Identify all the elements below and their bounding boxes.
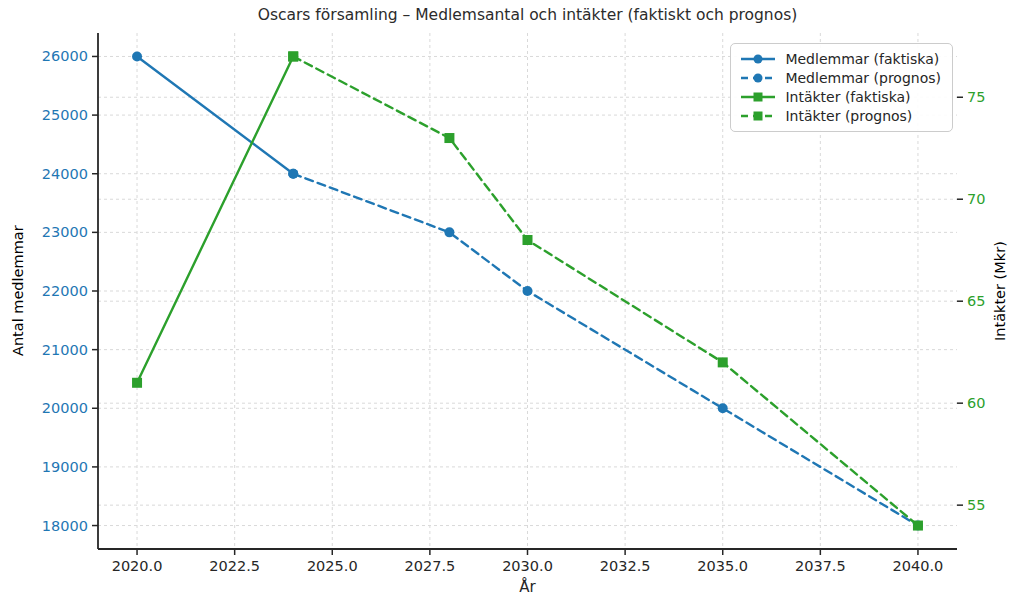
y-tick-label-left: 21000 xyxy=(42,342,88,358)
circle-marker-icon xyxy=(754,55,763,64)
x-tick-label: 2022.5 xyxy=(209,558,260,574)
y-tick-label-left: 20000 xyxy=(42,400,88,416)
x-tick-label: 2020.0 xyxy=(112,558,163,574)
x-tick-label: 2040.0 xyxy=(893,558,944,574)
legend-sample-dashed-line-icon xyxy=(740,108,776,124)
legend-entry-label: Medlemmar (faktiska) xyxy=(785,51,939,67)
x-axis-label: År xyxy=(98,578,957,596)
legend-sample-dashed-line-icon xyxy=(740,70,776,86)
chart-title: Oscars församling – Medlemsantal och int… xyxy=(98,6,957,24)
data-point-marker xyxy=(523,235,533,245)
data-point-marker xyxy=(913,521,923,531)
x-tick-label: 2035.0 xyxy=(697,558,748,574)
y-tick-label-right: 70 xyxy=(967,191,985,207)
legend-entry: Medlemmar (prognos) xyxy=(740,70,941,86)
legend-sample-solid-line-icon xyxy=(740,51,776,67)
legend-entry-label: Medlemmar (prognos) xyxy=(785,70,941,86)
data-point-marker xyxy=(132,378,142,388)
square-marker-icon xyxy=(754,112,763,121)
y-tick-label-left: 19000 xyxy=(42,459,88,475)
x-tick-label: 2030.0 xyxy=(502,558,553,574)
series-line-faktiska xyxy=(137,56,293,382)
x-tick-label: 2037.5 xyxy=(795,558,846,574)
data-point-marker xyxy=(288,169,298,179)
y-tick-label-left: 22000 xyxy=(42,283,88,299)
x-tick-label: 2032.5 xyxy=(600,558,651,574)
legend-entry: Intäkter (prognos) xyxy=(740,108,941,124)
data-point-marker xyxy=(523,286,533,296)
legend: Medlemmar (faktiska) Medlemmar (prognos) I… xyxy=(730,43,953,132)
legend-entry: Intäkter (faktiska) xyxy=(740,89,941,105)
y-axis-label-left: Antal medlemmar xyxy=(8,33,28,549)
data-point-marker xyxy=(718,403,728,413)
circle-marker-icon xyxy=(754,74,763,83)
y-axis-label-right: Intäkter (Mkr) xyxy=(990,33,1010,549)
y-tick-label-left: 24000 xyxy=(42,166,88,182)
y-tick-label-left: 18000 xyxy=(42,518,88,534)
square-marker-icon xyxy=(754,93,763,102)
legend-entry-label: Intäkter (prognos) xyxy=(785,108,912,124)
legend-entry: Medlemmar (faktiska) xyxy=(740,51,941,67)
y-tick-label-right: 65 xyxy=(967,293,985,309)
data-point-marker xyxy=(718,357,728,367)
legend-sample-solid-line-icon xyxy=(740,89,776,105)
y-tick-label-right: 60 xyxy=(967,395,985,411)
data-point-marker xyxy=(444,227,454,237)
data-point-marker xyxy=(444,133,454,143)
x-tick-label: 2025.0 xyxy=(307,558,358,574)
x-tick-label: 2027.5 xyxy=(405,558,456,574)
y-tick-label-right: 75 xyxy=(967,89,985,105)
data-point-marker xyxy=(132,51,142,61)
y-tick-label-left: 23000 xyxy=(42,224,88,240)
y-tick-label-left: 26000 xyxy=(42,48,88,64)
y-tick-label-left: 25000 xyxy=(42,107,88,123)
chart-figure: 2020.0 2022.5 2025.0 2027.5 2030.0 2032.5 2035… xyxy=(0,0,1024,607)
legend-entry-label: Intäkter (faktiska) xyxy=(785,89,910,105)
y-tick-label-right: 55 xyxy=(967,497,985,513)
data-point-marker xyxy=(288,51,298,61)
